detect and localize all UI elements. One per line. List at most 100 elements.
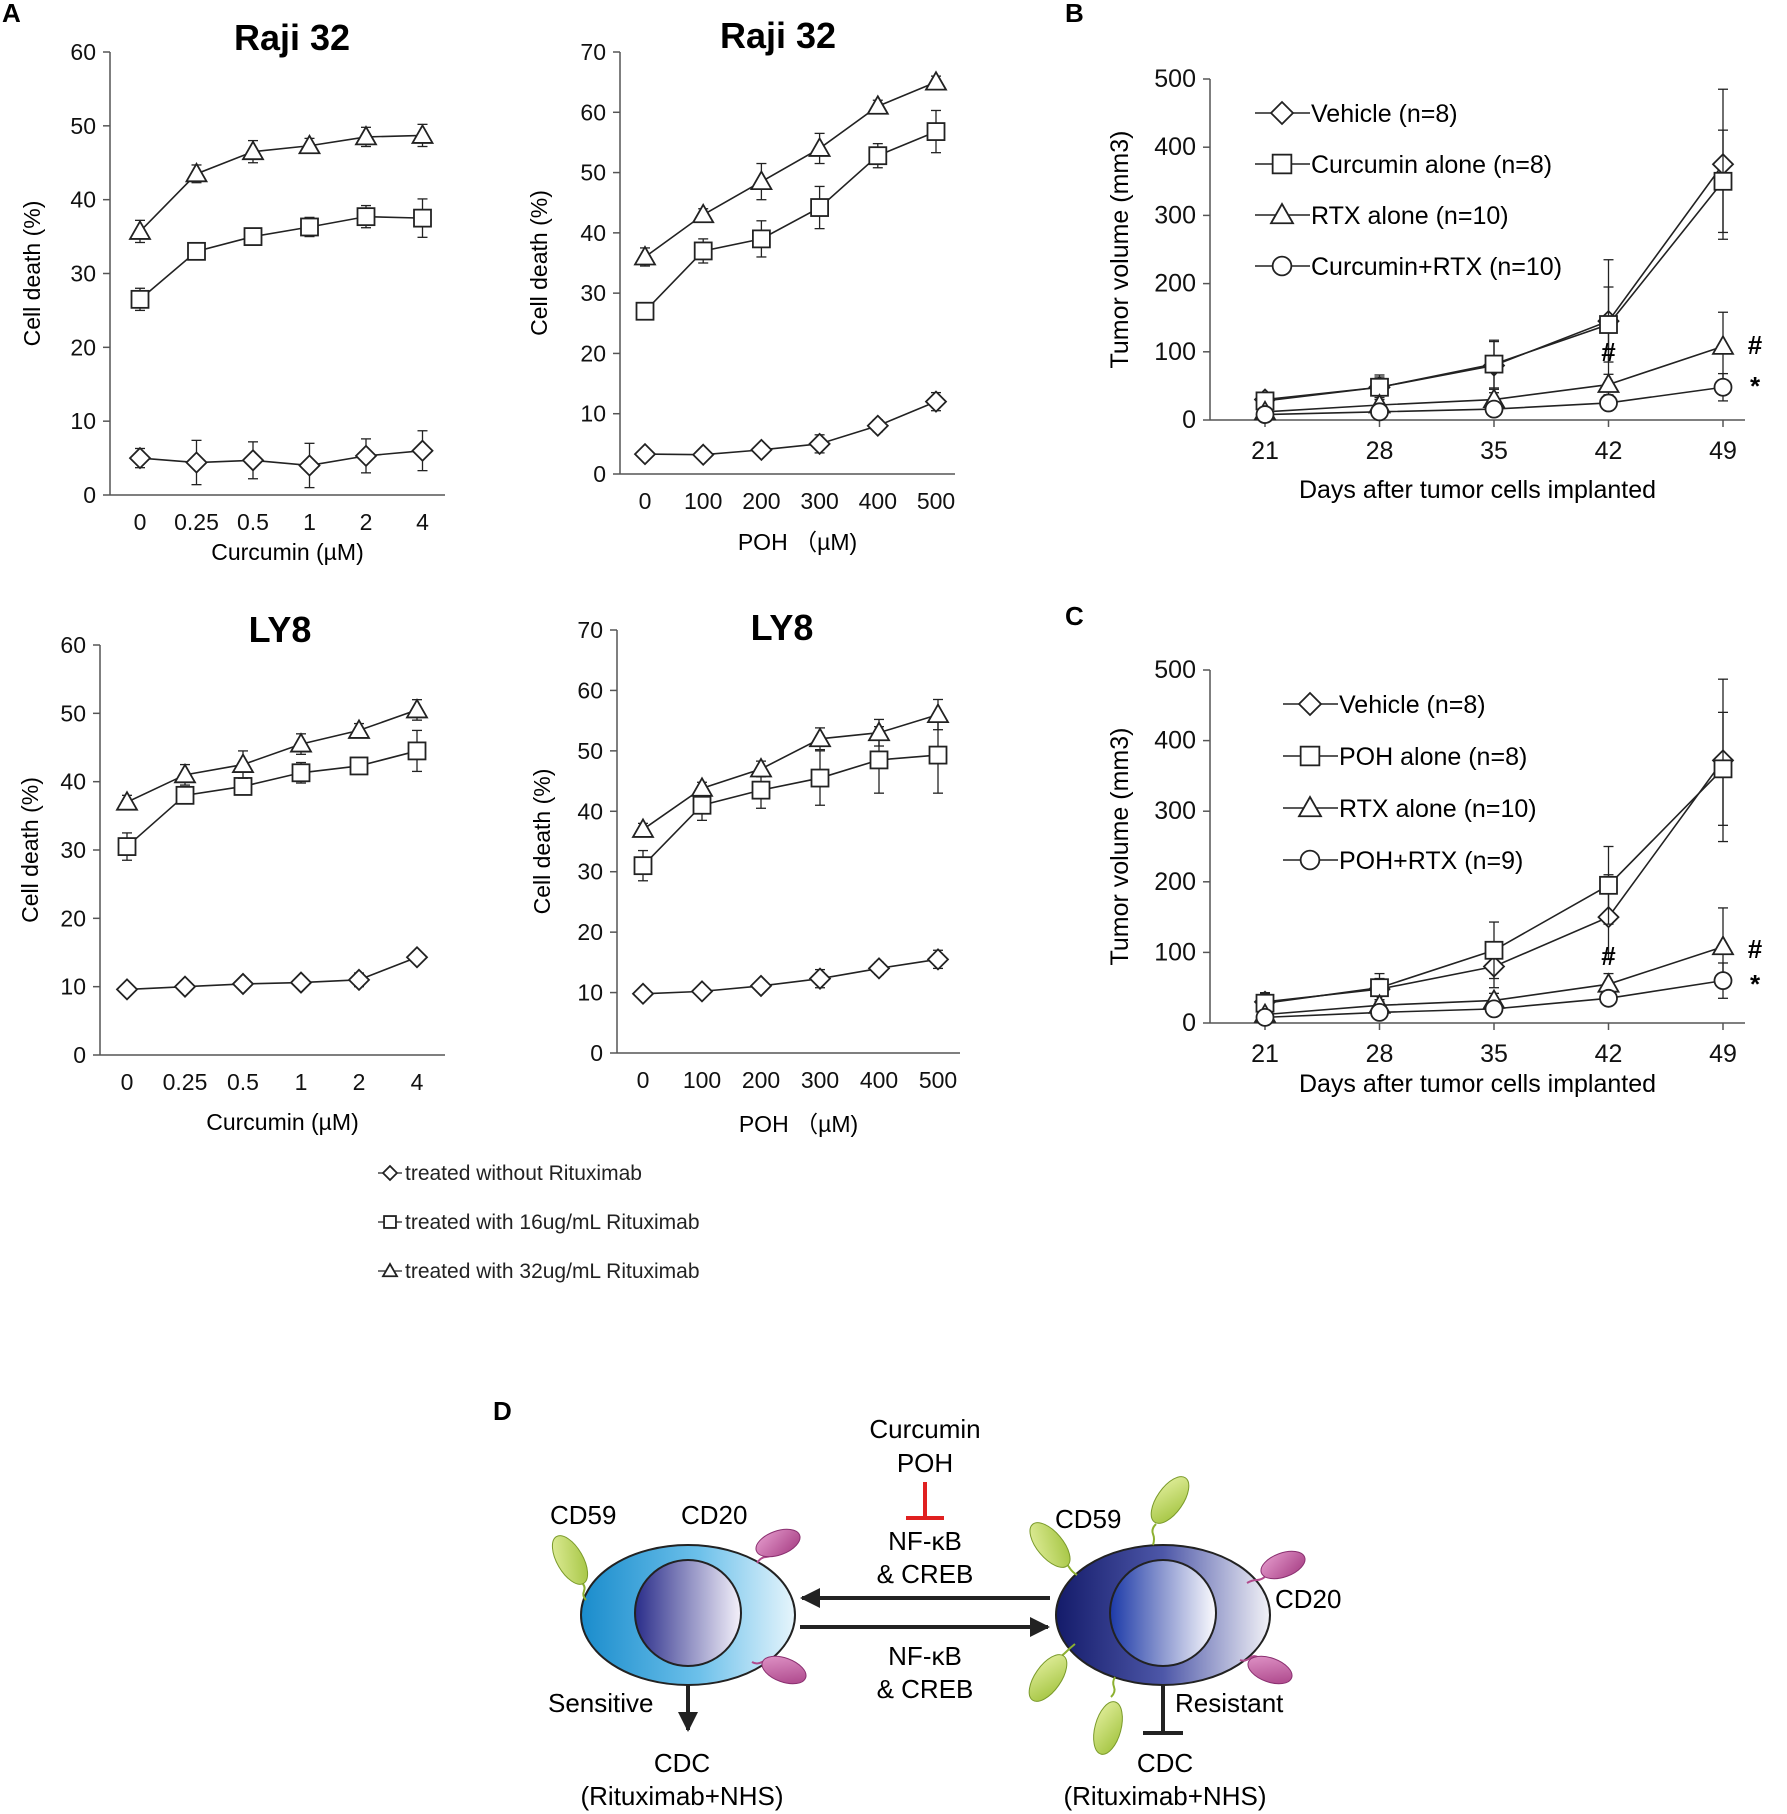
- series-line: [644, 400, 937, 456]
- x-tick-label: 4: [411, 1069, 424, 1095]
- x-tick-label: 100: [684, 488, 722, 514]
- significance-mark: *: [1750, 371, 1761, 401]
- x-tick-label: 35: [1480, 1040, 1508, 1068]
- legend-marker: [1271, 255, 1293, 277]
- y-tick-label: 50: [580, 160, 606, 186]
- x-tick-label: 2: [360, 509, 373, 535]
- x-tick-label: 2: [353, 1069, 366, 1095]
- cd59-tether-2: [1151, 1523, 1157, 1546]
- x-tick-label: 49: [1709, 1040, 1737, 1068]
- data-point: [808, 726, 832, 748]
- y-tick-label: 60: [577, 677, 603, 703]
- data-point: [407, 741, 427, 761]
- x-tick-label: 28: [1366, 437, 1394, 465]
- data-point: [356, 207, 376, 227]
- legend-label: Curcumin alone (n=8): [1311, 151, 1552, 179]
- legend-label: Vehicle (n=8): [1339, 691, 1486, 719]
- y-axis-label: Tumor volume (mm3): [1106, 131, 1134, 369]
- y-axis-label: Cell death (%): [17, 777, 43, 923]
- y-tick-label: 300: [1154, 797, 1196, 825]
- data-point: [633, 245, 657, 266]
- y-tick-label: 50: [70, 113, 96, 139]
- cd59-protein: [551, 1535, 589, 1585]
- x-axis-label: Curcumin (µM): [206, 1109, 359, 1135]
- data-point: [1713, 971, 1733, 991]
- chart-raji-poh: 0 10 20 30 40 50 60 70 0 100 200 300 400 500 Raji 32 PO…: [526, 15, 955, 555]
- right-cdc-label: CDC (Rituximab+NHS): [1064, 1748, 1267, 1811]
- x-tick-label: 0.5: [227, 1069, 259, 1095]
- data-point: [354, 444, 378, 468]
- series-line: [642, 713, 939, 831]
- legend-label: treated without Rituximab: [405, 1162, 642, 1185]
- cd20-protein-2: [761, 1655, 807, 1685]
- data-point: [867, 957, 891, 980]
- y-axis-label: Cell death (%): [529, 769, 555, 915]
- y-tick-label: 50: [577, 738, 603, 764]
- data-point: [810, 768, 830, 788]
- cd59-label: CD59: [550, 1500, 616, 1530]
- series-line: [139, 449, 423, 467]
- data-point: [1599, 393, 1618, 413]
- x-tick-label: 200: [742, 488, 780, 514]
- legend-marker: [381, 1164, 399, 1182]
- y-tick-label: 60: [580, 99, 606, 125]
- data-point: [411, 439, 434, 462]
- data-point: [291, 763, 311, 783]
- sensitive-cell: CD59 CD20 Sensitive CDC (Rituximab+NHS): [548, 1500, 807, 1811]
- data-point: [866, 414, 890, 438]
- legend-marker: [381, 1262, 399, 1278]
- x-tick-label: 0.5: [237, 509, 269, 535]
- data-point: [297, 133, 322, 155]
- data-point: [635, 301, 655, 321]
- data-point: [631, 982, 655, 1006]
- data-point: [300, 217, 319, 237]
- x-tick-label: 400: [859, 488, 897, 514]
- resistant-label: Resistant: [1175, 1688, 1284, 1718]
- x-tick-label: 28: [1366, 1040, 1394, 1068]
- legend-marker: [383, 1215, 397, 1229]
- y-tick-label: 10: [580, 401, 606, 427]
- x-axis-label: Days after tumor cells implanted: [1299, 1070, 1656, 1098]
- y-tick-label: 10: [577, 980, 603, 1006]
- data-point: [1599, 875, 1618, 895]
- data-point: [928, 745, 948, 765]
- data-point: [115, 790, 139, 811]
- legend-label: treated with 16ug/mL Rituximab: [405, 1211, 700, 1234]
- chart-raji-curcumin: 0 10 20 30 40 50 60 0 0.25 0.5 1 2 4 Raji 32 Curcumin …: [19, 17, 445, 565]
- data-point: [1711, 334, 1735, 355]
- y-tick-label: 50: [60, 700, 86, 726]
- data-point: [231, 752, 255, 773]
- x-tick-label: 400: [860, 1067, 898, 1093]
- cell-nucleus: [1109, 1559, 1217, 1667]
- y-tick-label: 60: [60, 632, 86, 658]
- x-tick-label: 0: [637, 1067, 650, 1093]
- significance-mark: #: [1748, 330, 1763, 360]
- data-point: [631, 817, 655, 838]
- y-tick-label: 20: [577, 919, 603, 945]
- legend-label: POH+RTX (n=9): [1339, 847, 1523, 875]
- data-point: [354, 125, 378, 146]
- data-point: [808, 967, 832, 990]
- data-point: [1370, 1003, 1389, 1022]
- data-point: [1599, 315, 1618, 334]
- significance-mark: #: [1601, 941, 1616, 971]
- data-point: [866, 94, 890, 115]
- data-point: [231, 972, 255, 996]
- data-point: [115, 978, 139, 1001]
- data-point: [185, 451, 208, 474]
- cd20-label: CD20: [681, 1500, 747, 1530]
- chart-title: Raji 32: [234, 17, 350, 58]
- y-tick-label: 0: [1182, 406, 1196, 434]
- data-point: [413, 208, 432, 228]
- data-point: [749, 757, 773, 778]
- series-line: [644, 81, 937, 258]
- data-point: [868, 146, 888, 166]
- significance-mark: #: [1748, 934, 1763, 964]
- cd59-tether: [580, 1581, 587, 1601]
- y-tick-label: 0: [73, 1042, 86, 1068]
- y-tick-label: 100: [1154, 938, 1196, 966]
- y-tick-label: 20: [70, 334, 96, 360]
- data-point: [173, 763, 197, 784]
- y-tick-label: 10: [70, 408, 96, 434]
- data-point: [347, 968, 371, 992]
